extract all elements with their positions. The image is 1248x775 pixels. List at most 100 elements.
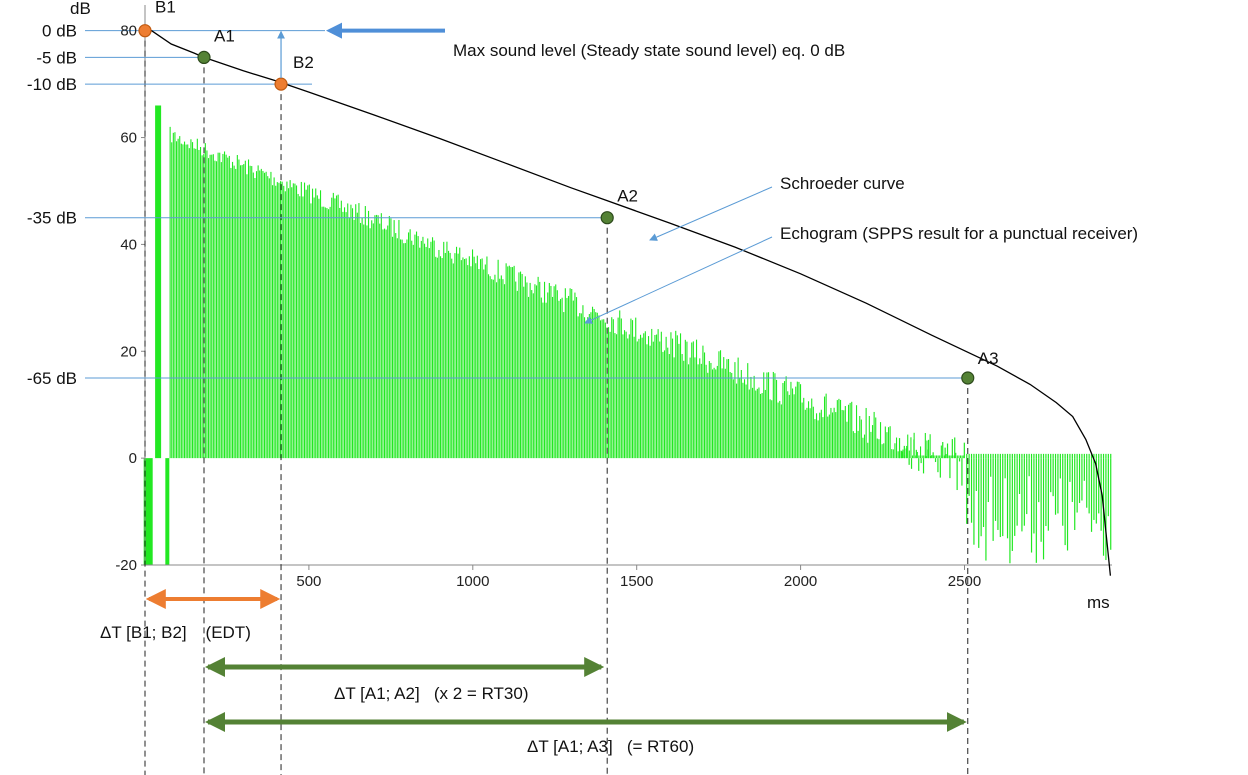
- echogram-bar: [366, 225, 368, 459]
- echogram-bar: [939, 458, 941, 478]
- echogram-bar: [255, 171, 258, 459]
- echogram-bar: [252, 172, 254, 459]
- echogram-bar: [673, 357, 675, 459]
- echogram-bar: [990, 453, 992, 459]
- echogram-bar: [404, 243, 406, 459]
- echogram-bar: [567, 295, 570, 459]
- echogram-bar: [513, 265, 515, 459]
- echogram-bar: [742, 382, 744, 459]
- echogram-bar: [331, 197, 333, 459]
- echogram-bar: [708, 361, 710, 459]
- echogram-bar: [676, 335, 678, 459]
- echogram-bar: [563, 312, 565, 459]
- echogram-bar: [1074, 453, 1076, 459]
- echogram-bar: [243, 164, 245, 459]
- echogram-bar: [1090, 458, 1093, 532]
- echogram-bar: [774, 373, 776, 459]
- echogram-bar: [1030, 453, 1033, 459]
- echogram-bar: [932, 452, 934, 459]
- echogram-bar: [1098, 453, 1100, 459]
- echogram-bar: [1105, 453, 1107, 459]
- echogram-bar: [1066, 453, 1069, 459]
- echogram-bar: [423, 243, 426, 459]
- echogram-bar: [703, 352, 706, 459]
- db-level-label: -65 dB: [27, 369, 77, 388]
- echogram-bar: [713, 367, 715, 459]
- echogram-bar: [930, 456, 932, 459]
- echogram-bar: [787, 391, 789, 459]
- echogram-bar: [179, 136, 181, 459]
- echogram-bar: [935, 455, 938, 459]
- echogram-bar: [318, 198, 320, 459]
- echogram-bar: [838, 398, 840, 459]
- echogram-bar: [707, 372, 709, 459]
- echogram-bar: [927, 449, 929, 459]
- echogram-bar: [918, 455, 920, 459]
- echogram-bar: [547, 292, 549, 459]
- echogram-bar: [374, 215, 376, 459]
- echogram-bar: [172, 132, 174, 459]
- echogram-bar: [534, 284, 536, 459]
- echogram-bar: [529, 282, 531, 459]
- point-label-b1: B1: [155, 0, 176, 17]
- echogram-bar: [711, 369, 714, 459]
- echogram-bar: [287, 188, 290, 459]
- echogram-bar: [559, 299, 562, 459]
- echogram-bar: [980, 453, 982, 459]
- echogram-bar: [847, 404, 850, 459]
- echogram-bar: [476, 255, 478, 459]
- echogram-bar: [897, 451, 899, 459]
- echogram-bar: [1057, 453, 1059, 459]
- echogram-bar: [686, 341, 688, 459]
- echogram-bar: [923, 455, 925, 459]
- echogram-bar: [920, 458, 922, 464]
- echogram-bar: [684, 339, 686, 459]
- echogram-bar: [1107, 453, 1109, 459]
- echogram-bar: [569, 288, 571, 459]
- echogram-bars: [143, 105, 1112, 565]
- echogram-bar: [705, 364, 707, 459]
- echogram-bar: [846, 421, 848, 459]
- echogram-bar: [908, 450, 910, 459]
- echogram-bar: [970, 458, 973, 523]
- echogram-bar: [777, 402, 779, 459]
- echogram-bar: [364, 206, 366, 459]
- echogram-bar: [1016, 453, 1018, 459]
- echogram-bar: [1045, 453, 1047, 459]
- echogram-bar: [180, 143, 182, 459]
- echogram-bar: [295, 185, 298, 459]
- echogram-bar: [191, 142, 194, 459]
- echogram-bar: [1014, 453, 1016, 459]
- echogram-bar: [587, 317, 589, 459]
- echogram-bar: [999, 458, 1001, 538]
- echogram-bar: [406, 239, 408, 459]
- echogram-bar: [697, 364, 699, 459]
- echogram-bar: [518, 272, 520, 459]
- echogram-bar: [588, 313, 590, 459]
- echogram-bar: [395, 233, 397, 459]
- echogram-bar: [321, 206, 323, 459]
- echogram-bar: [372, 223, 374, 459]
- x-tick-label: 2000: [784, 573, 817, 590]
- echogram-bar: [574, 292, 576, 459]
- echogram-bar: [347, 203, 349, 459]
- echogram-bar: [329, 206, 331, 459]
- echogram-bar: [355, 204, 357, 459]
- echogram-bar: [564, 288, 566, 459]
- echogram-bar: [651, 328, 653, 459]
- point-b1: [138, 24, 152, 38]
- echogram-bar: [636, 341, 638, 459]
- y-tick-label: 20: [120, 343, 137, 360]
- echogram-bar: [678, 343, 680, 459]
- echogram-bar: [438, 249, 440, 459]
- echogram-bar: [1095, 453, 1097, 459]
- echogram-bar: [236, 155, 238, 459]
- echogram-bar: [291, 187, 293, 459]
- echogram-bar: [1052, 458, 1054, 497]
- echogram-bar: [286, 181, 288, 459]
- echogram-bar: [223, 151, 226, 459]
- echogram-bar: [747, 363, 749, 459]
- echogram-bar: [507, 266, 509, 459]
- echogram-bar: [926, 440, 928, 459]
- echogram-bar: [281, 181, 283, 459]
